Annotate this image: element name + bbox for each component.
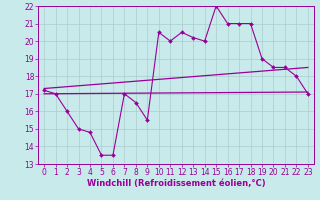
X-axis label: Windchill (Refroidissement éolien,°C): Windchill (Refroidissement éolien,°C)	[87, 179, 265, 188]
